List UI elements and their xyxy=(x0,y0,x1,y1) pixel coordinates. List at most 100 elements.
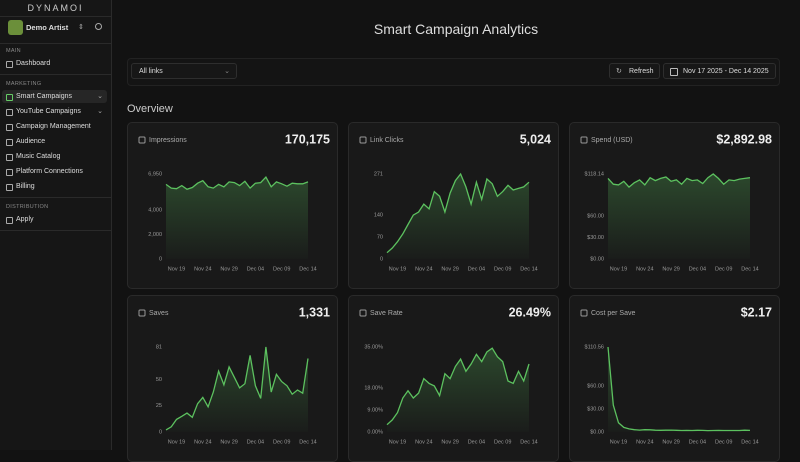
card-icon xyxy=(138,136,146,144)
nav-label: Campaign Management xyxy=(16,123,91,130)
y-tick-label: 81 xyxy=(156,344,162,350)
x-tick-label: Nov 24 xyxy=(415,439,432,445)
x-tick-label: Nov 19 xyxy=(168,439,185,445)
nav-item[interactable]: Audience xyxy=(2,135,107,148)
nav-item[interactable]: Campaign Management xyxy=(2,120,107,133)
nav-label: Billing xyxy=(16,183,35,190)
nav-label: Smart Campaigns xyxy=(16,93,73,100)
chart: Spend (USD) $2,892.98 $0.00 $30.00 $60.00 $11… xyxy=(580,132,772,272)
card-icon xyxy=(359,309,367,317)
chevron: ⌄ xyxy=(97,108,103,115)
card-icon xyxy=(138,309,146,317)
nav-label: Dashboard xyxy=(16,60,51,67)
x-tick-label: Dec 14 xyxy=(299,439,316,445)
area xyxy=(166,177,308,259)
card-title: Cost per Save xyxy=(591,310,635,317)
nav-icon xyxy=(6,184,13,191)
metric-card: Impressions 170,175 0 2,000 4,000 6,950 Nov 19… xyxy=(127,122,338,289)
link-select[interactable]: All links ⌄ xyxy=(131,63,237,79)
switch-icon[interactable]: ⇕ xyxy=(78,24,84,31)
card-title: Impressions xyxy=(149,137,187,144)
y-tick-label: 0.00% xyxy=(367,429,383,435)
nav-item[interactable]: Platform Connections xyxy=(2,165,107,178)
x-tick-label: Nov 29 xyxy=(662,439,679,445)
y-tick-label: $118.14 xyxy=(585,171,604,177)
nav-icon xyxy=(6,139,13,146)
y-tick-label: $60.00 xyxy=(587,383,604,389)
nav-item[interactable]: YouTube Campaigns ⌄ xyxy=(2,105,107,118)
y-tick-label: $60.00 xyxy=(587,213,604,219)
page-title: Smart Campaign Analytics xyxy=(373,21,539,37)
x-tick-label: Nov 29 xyxy=(441,439,458,445)
card-icon xyxy=(359,136,367,144)
x-tick-label: Dec 14 xyxy=(520,439,537,445)
x-tick-label: Nov 19 xyxy=(389,266,406,272)
y-tick-label: 70 xyxy=(377,234,383,240)
card-total: 5,024 xyxy=(520,132,551,146)
nav-item[interactable]: Dashboard xyxy=(2,57,107,70)
y-tick-label: 140 xyxy=(374,213,383,219)
nav-icon xyxy=(6,169,13,176)
nav-item[interactable]: Apply xyxy=(2,213,107,226)
x-tick-label: Nov 24 xyxy=(415,266,432,272)
card-title: Saves xyxy=(149,310,169,317)
line xyxy=(607,346,751,432)
chevron: ⌄ xyxy=(97,93,103,100)
x-tick-label: Dec 09 xyxy=(494,266,511,272)
artist-name[interactable]: Demo Artist xyxy=(26,23,69,32)
x-tick-label: Nov 19 xyxy=(610,439,627,445)
x-tick-label: Dec 04 xyxy=(247,439,264,445)
x-tick-label: Nov 19 xyxy=(168,266,185,272)
x-tick-label: Dec 14 xyxy=(741,439,758,445)
x-tick-label: Nov 29 xyxy=(220,266,237,272)
y-tick-label: 35.00% xyxy=(364,344,383,350)
y-tick-label: $0.00 xyxy=(590,256,604,262)
nav-item[interactable]: Smart Campaigns ⌄ xyxy=(2,90,107,103)
section-label: MAIN xyxy=(6,48,21,54)
x-tick-label: Dec 14 xyxy=(299,266,316,272)
y-tick-label: $30.00 xyxy=(587,235,604,241)
section-label: MARKETING xyxy=(6,81,42,87)
metric-card: Save Rate 26.49% 0.00% 9.00% 18.00% 35.00% Nov… xyxy=(348,295,559,462)
line xyxy=(165,176,309,191)
y-tick-label: $0.00 xyxy=(590,429,604,435)
y-tick-label: 9.00% xyxy=(367,408,383,414)
x-tick-label: Dec 04 xyxy=(689,266,706,272)
x-tick-label: Dec 14 xyxy=(520,266,537,272)
nav-item[interactable]: Music Catalog xyxy=(2,150,107,163)
nav-icon xyxy=(6,94,13,101)
divider xyxy=(0,43,111,44)
x-tick-label: Nov 24 xyxy=(636,439,653,445)
y-tick-label: 0 xyxy=(380,256,383,262)
y-tick-label: 0 xyxy=(159,429,162,435)
y-tick-label: 4,000 xyxy=(148,208,162,214)
nav-icon xyxy=(6,124,13,131)
date-picker[interactable]: Nov 17 2025 - Dec 14 2025 xyxy=(663,63,776,79)
line xyxy=(386,347,530,426)
x-tick-label: Nov 24 xyxy=(194,266,211,272)
x-tick-label: Dec 14 xyxy=(741,266,758,272)
refresh-button[interactable]: ↻ Refresh xyxy=(609,63,660,79)
x-tick-label: Nov 24 xyxy=(636,266,653,272)
metric-card: Cost per Save $2.17 $0.00 $30.00 $60.00 $110.… xyxy=(569,295,780,462)
line xyxy=(386,172,530,254)
settings-icon[interactable] xyxy=(95,23,102,30)
card-total: 170,175 xyxy=(285,132,330,146)
x-tick-label: Dec 09 xyxy=(715,439,732,445)
line xyxy=(607,173,751,188)
line xyxy=(165,346,309,431)
chart: Saves 1,331 0 25 50 81 Nov 19 Nov 24 Nov 29 Dec 0… xyxy=(138,305,330,445)
y-tick-label: $30.00 xyxy=(587,406,604,412)
date-range: Nov 17 2025 - Dec 14 2025 xyxy=(683,68,769,75)
x-tick-label: Dec 04 xyxy=(468,266,485,272)
card-total: $2,892.98 xyxy=(716,132,772,146)
nav-item[interactable]: Billing xyxy=(2,180,107,193)
y-tick-label: 0 xyxy=(159,256,162,262)
card-total: 1,331 xyxy=(299,305,330,319)
card-total: $2.17 xyxy=(741,305,772,319)
nav-label: Platform Connections xyxy=(16,168,83,175)
area xyxy=(387,174,529,259)
area xyxy=(387,348,529,432)
divider xyxy=(0,16,111,17)
sidebar: DYNAMOI Demo Artist ⇕ MAIN Dashboard MARKE… xyxy=(0,0,112,450)
